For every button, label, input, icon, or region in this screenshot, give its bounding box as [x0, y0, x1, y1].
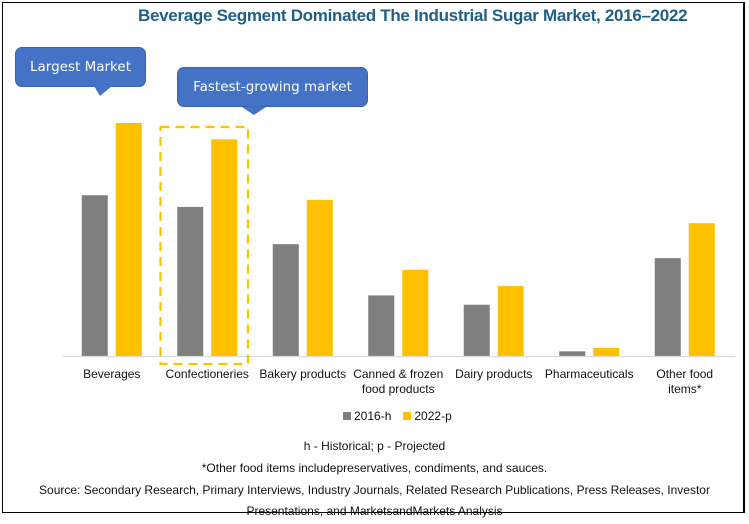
footnote: *Other food items includepreservatives, … [201, 461, 548, 475]
legend: 2016-h 2022-p [343, 409, 460, 423]
source-line-1: Source: Secondary Research, Primary Inte… [39, 483, 710, 497]
category-label: Pharmaceuticals [545, 367, 634, 381]
category-label: Beverages [83, 367, 140, 381]
callout-largest-text: Largest Market [29, 59, 131, 75]
category-label: Other food [656, 367, 713, 381]
legend-item-2016: 2016-h [343, 409, 391, 423]
callout-pointer [94, 86, 112, 96]
chart-frame [2, 2, 745, 513]
category-labels-group: Beverages Confectioneries Bakery products C… [83, 367, 713, 396]
bar-2016-h-4 [463, 304, 490, 356]
bar-2016-h-5 [559, 351, 586, 356]
legend-label-2016: 2016-h [354, 409, 392, 423]
bar-2022-p-4 [497, 286, 524, 356]
bar-2022-p-3 [402, 269, 429, 356]
callout-largest-market: Largest Market [15, 47, 146, 96]
bar-2016-h-2 [272, 244, 299, 356]
bar-2022-p-0 [115, 123, 142, 356]
abbreviation-note: h - Historical; p - Projected [303, 439, 446, 453]
highlight-box [159, 125, 250, 366]
chart-title: Beverage Segment Dominated The Industria… [138, 6, 688, 25]
category-label: items* [668, 382, 702, 396]
bar-2022-p-2 [306, 199, 333, 356]
source-line-2: Presentations, and MarketsandMarkets Ana… [246, 504, 503, 518]
bar-2022-p-1 [211, 139, 238, 356]
bars-group [81, 123, 715, 356]
bar-2016-h-0 [81, 195, 108, 356]
callout-fastest-growing: Fastest-growing market [177, 67, 368, 115]
bar-2016-h-3 [368, 295, 395, 356]
bar-2016-h-1 [177, 206, 204, 356]
legend-label-2022: 2022-p [414, 409, 452, 423]
category-label: food products [362, 382, 435, 396]
legend-swatch-2016 [343, 412, 351, 420]
bar-2022-p-6 [688, 223, 715, 356]
category-label: Canned & frozen [353, 367, 443, 381]
legend-item-2022: 2022-p [403, 409, 452, 423]
bar-2016-h-6 [654, 258, 681, 356]
category-label: Bakery products [259, 367, 346, 381]
category-label: Dairy products [455, 367, 532, 381]
callout-pointer [242, 107, 266, 115]
legend-swatch-2022 [403, 412, 412, 420]
bar-2022-p-5 [593, 347, 620, 356]
category-label: Confectioneries [166, 367, 249, 381]
callout-fastest-text: Fastest-growing market [193, 79, 352, 95]
